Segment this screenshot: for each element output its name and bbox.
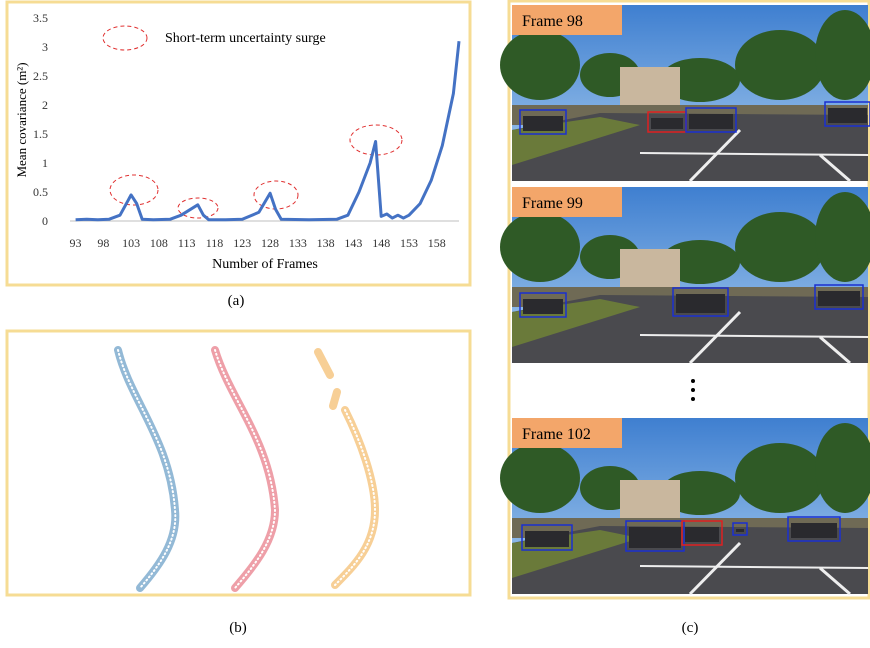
ellipsis-dot [691,397,695,401]
x-tick-label: 153 [400,236,418,250]
y-tick-label: 3 [42,40,48,54]
x-tick-label: 108 [150,236,168,250]
photo-tree [735,212,825,282]
x-tick-label: 143 [344,236,362,250]
x-tick-label: 138 [317,236,335,250]
x-tick-label: 98 [97,236,109,250]
photo-car [818,291,860,306]
photo-car [651,118,683,129]
x-tick-label: 158 [428,236,446,250]
photo-car [676,294,725,313]
photo-tree [735,30,825,100]
photo-building [620,249,680,289]
frame-label: Frame 102 [522,426,591,443]
photo-car [736,529,744,532]
photo-car [629,527,681,548]
y-tick-label: 1.5 [33,127,48,141]
photo-car [689,114,733,129]
frame-label: Frame 98 [522,13,583,30]
caption: (a) [228,293,245,309]
panel-b-frame [7,331,470,595]
photo-tree [735,443,825,513]
x-tick-label: 123 [233,236,251,250]
x-tick-label: 93 [70,236,82,250]
ellipsis-dot [691,379,695,383]
x-axis-label: Number of Frames [212,257,318,272]
legend-label: Short-term uncertainty surge [165,31,326,46]
y-tick-label: 3.5 [33,11,48,25]
caption: (c) [682,620,699,636]
y-tick-label: 2.5 [33,69,48,83]
x-tick-label: 118 [206,236,224,250]
y-tick-label: 0 [42,214,48,228]
x-tick-label: 103 [122,236,140,250]
ellipsis-dot [691,388,695,392]
x-tick-label: 148 [372,236,390,250]
figure: Short-term uncertainty surge Mean covari… [0,0,870,643]
photo-tree [500,30,580,100]
photo-car [791,523,837,538]
photo-building [620,480,680,520]
x-tick-label: 113 [178,236,196,250]
caption: (b) [229,620,247,636]
y-tick-label: 2 [42,98,48,112]
photo-car [685,527,719,542]
x-tick-label: 133 [289,236,307,250]
y-tick-label: 1 [42,156,48,170]
photos: Frame 98 Frame 99 Frame 102 [500,5,870,594]
photo-car [523,116,563,131]
y-tick-label: 0.5 [33,185,48,199]
frame-label: Frame 99 [522,195,583,212]
x-tick-label: 128 [261,236,279,250]
photo-car [525,531,569,547]
y-axis-label: Mean covariance (m²) [14,62,29,177]
photo-tree [500,443,580,513]
photo-tree [500,212,580,282]
photo-building [620,67,680,107]
photo-car [523,299,563,314]
photo-car [828,108,867,123]
